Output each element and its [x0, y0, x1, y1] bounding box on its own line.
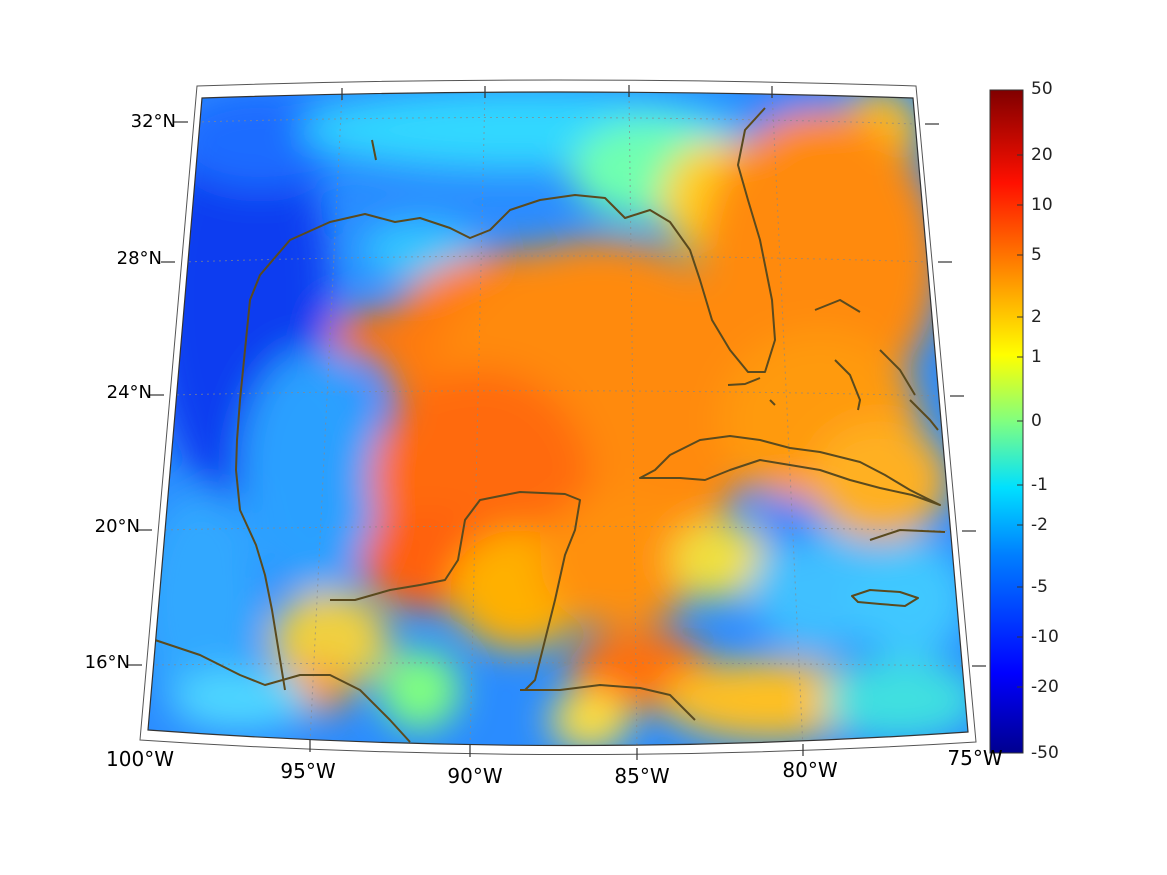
colorbar-label: -2 [1031, 515, 1048, 535]
coastlines [154, 107, 946, 743]
lat-label-24: 24°N [106, 382, 152, 403]
colorbar-label: 2 [1031, 307, 1042, 327]
colorbar-label: 5 [1031, 245, 1042, 265]
colorbar-label: -20 [1031, 677, 1059, 697]
field-layer [148, 92, 968, 746]
colorbar-label: 0 [1031, 411, 1042, 431]
lat-label-16: 16°N [84, 652, 130, 673]
colorbar-label: 20 [1031, 145, 1053, 165]
map-frame [147, 91, 969, 747]
lon-label-85: 85°W [614, 764, 670, 788]
lon-label-90: 90°W [447, 764, 503, 788]
colorbar-label: 50 [1031, 79, 1053, 99]
colorbar-label: 1 [1031, 347, 1042, 367]
lon-label-80: 80°W [782, 758, 838, 782]
colorbar-ticks [1017, 154, 1023, 688]
lon-label-75: 75°W [947, 746, 1003, 770]
colorbar-label: -5 [1031, 577, 1048, 597]
colorbar-label: -10 [1031, 627, 1059, 647]
lat-label-20: 20°N [94, 516, 140, 537]
colorbar-label: -1 [1031, 475, 1048, 495]
colorbar-label: 10 [1031, 195, 1053, 215]
map-frame-outer [139, 79, 977, 756]
lat-label-28: 28°N [116, 248, 162, 269]
lon-label-100: 100°W [106, 747, 174, 771]
colorbar-label: -50 [1031, 743, 1059, 763]
axis-ticks [128, 85, 986, 760]
graticule [149, 92, 967, 746]
lon-label-95: 95°W [280, 759, 336, 783]
lat-label-32: 32°N [130, 111, 176, 132]
